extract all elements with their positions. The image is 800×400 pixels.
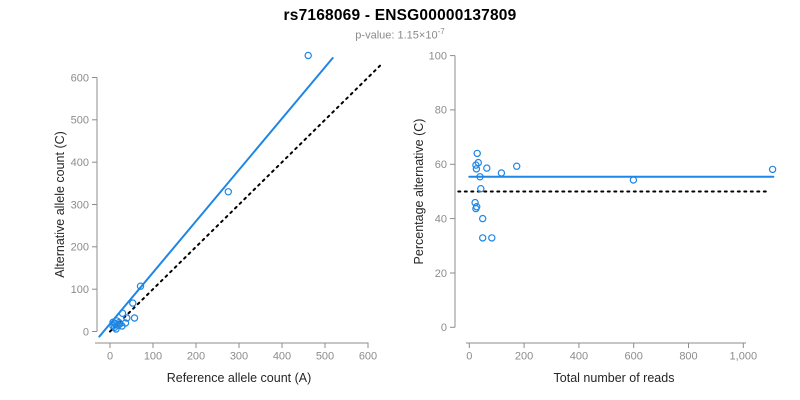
svg-text:500: 500 (316, 351, 334, 363)
svg-text:300: 300 (230, 351, 248, 363)
svg-text:1,000: 1,000 (730, 351, 758, 363)
right-plot-percentage-vs-reads: 0 200 400 600 800 1,000 0 20 40 60 80 100 (429, 50, 777, 363)
svg-text:100: 100 (429, 50, 447, 62)
svg-text:0: 0 (107, 351, 113, 363)
p-value-text: p-value: 1.15×10 (355, 29, 438, 42)
svg-text:300: 300 (71, 199, 89, 211)
svg-text:200: 200 (187, 351, 205, 363)
svg-text:200: 200 (515, 351, 533, 363)
svg-text:200: 200 (71, 242, 89, 254)
p-value-exponent: -7 (437, 27, 445, 36)
figure-title: rs7168069 - ENSG00000137809 (283, 7, 517, 24)
left-yaxis-title: Alternative allele count (C) (53, 131, 67, 278)
svg-text:400: 400 (570, 351, 588, 363)
svg-text:100: 100 (71, 284, 89, 296)
svg-text:600: 600 (625, 351, 643, 363)
svg-text:400: 400 (71, 157, 89, 169)
right-xaxis-title: Total number of reads (554, 371, 675, 385)
svg-text:600: 600 (71, 72, 89, 84)
svg-text:0: 0 (441, 322, 447, 334)
svg-text:600: 600 (359, 351, 377, 363)
left-plot-allele-counts: 0 100 200 300 400 500 600 0 100 200 300 400 500 600 (71, 51, 381, 363)
svg-text:0: 0 (83, 326, 89, 338)
figure-header: rs7168069 - ENSG00000137809 p-value: 1.1… (0, 7, 800, 42)
svg-text:20: 20 (435, 268, 447, 280)
svg-text:500: 500 (71, 115, 89, 127)
svg-text:80: 80 (435, 105, 447, 117)
svg-text:0: 0 (466, 351, 472, 363)
svg-text:40: 40 (435, 213, 447, 225)
svg-text:400: 400 (273, 351, 291, 363)
svg-text:60: 60 (435, 159, 447, 171)
svg-text:800: 800 (679, 351, 697, 363)
figure-subtitle: p-value: 1.15×10-7 (0, 27, 800, 42)
left-xaxis-title: Reference allele count (A) (167, 371, 312, 385)
right-yaxis-title: Percentage alternative (C) (412, 119, 426, 265)
svg-text:100: 100 (144, 351, 162, 363)
